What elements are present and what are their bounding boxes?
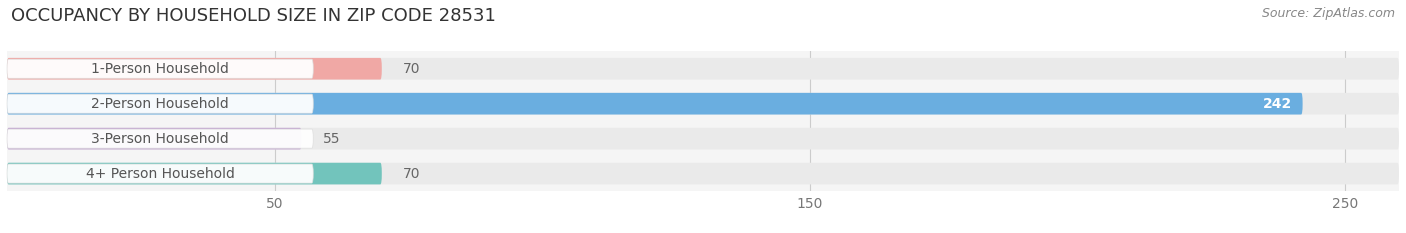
Text: 242: 242 <box>1263 97 1292 111</box>
Text: 70: 70 <box>404 167 420 181</box>
FancyBboxPatch shape <box>7 129 314 148</box>
FancyBboxPatch shape <box>7 128 301 150</box>
FancyBboxPatch shape <box>7 94 314 113</box>
Text: 4+ Person Household: 4+ Person Household <box>86 167 235 181</box>
FancyBboxPatch shape <box>7 58 382 80</box>
Text: Source: ZipAtlas.com: Source: ZipAtlas.com <box>1261 7 1395 20</box>
Text: 70: 70 <box>404 62 420 76</box>
Text: OCCUPANCY BY HOUSEHOLD SIZE IN ZIP CODE 28531: OCCUPANCY BY HOUSEHOLD SIZE IN ZIP CODE … <box>11 7 496 25</box>
FancyBboxPatch shape <box>7 93 1399 115</box>
FancyBboxPatch shape <box>7 163 382 185</box>
FancyBboxPatch shape <box>7 163 1399 185</box>
FancyBboxPatch shape <box>7 93 1302 115</box>
Text: 1-Person Household: 1-Person Household <box>91 62 229 76</box>
Text: 2-Person Household: 2-Person Household <box>91 97 229 111</box>
FancyBboxPatch shape <box>7 58 1399 80</box>
Text: 55: 55 <box>323 132 340 146</box>
Text: 3-Person Household: 3-Person Household <box>91 132 229 146</box>
FancyBboxPatch shape <box>7 164 314 183</box>
FancyBboxPatch shape <box>7 59 314 78</box>
FancyBboxPatch shape <box>7 128 1399 150</box>
